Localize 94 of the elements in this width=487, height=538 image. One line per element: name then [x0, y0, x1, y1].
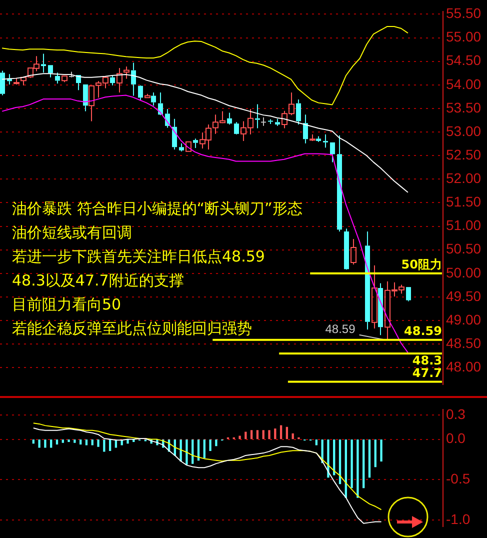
bar [44, 439, 46, 448]
candlestick [316, 136, 321, 142]
bar [327, 439, 330, 478]
bar [85, 439, 88, 446]
y-tick-label: 55.50 [446, 5, 482, 22]
candlestick [131, 62, 136, 96]
bar [250, 430, 253, 440]
y-tick-label: -1.0 [446, 510, 470, 527]
annotation: 48.3以及47.7附近的支撑 [12, 271, 184, 290]
bar [50, 439, 52, 448]
y-tick-label: 49.50 [446, 288, 482, 304]
y-tick-label: 54.50 [446, 52, 482, 68]
bar [91, 439, 94, 446]
y-tick-label: -0.5 [446, 470, 470, 487]
candlestick [255, 104, 260, 129]
bar [56, 439, 58, 444]
candlestick [41, 53, 46, 74]
bar [315, 439, 318, 446]
annotation: 油价暴跌 符合昨日小编提的“断头铡刀”形态 [12, 199, 302, 218]
y-tick-label: 51.00 [446, 217, 482, 234]
candlestick [83, 84, 88, 112]
bar [380, 439, 382, 462]
bar [368, 439, 371, 478]
candlestick [193, 138, 198, 149]
candlestick [372, 264, 378, 330]
bar [38, 439, 40, 448]
ref-line-label: 48.3 [412, 354, 442, 368]
candlestick [365, 230, 370, 330]
bar [209, 439, 212, 451]
annotation: 若能企稳反弹至此点位则能回归强势 [12, 319, 252, 338]
y-tick-label: 52.00 [446, 170, 482, 186]
bar [186, 439, 188, 465]
annotation: 目前阻力看向50 [12, 295, 122, 314]
candlestick [323, 134, 328, 148]
y-tick-label: 54.00 [446, 76, 482, 92]
bar [80, 439, 82, 444]
candlestick [234, 122, 239, 134]
bar [62, 439, 64, 443]
candlestick [151, 92, 156, 106]
y-tick-label: 50.00 [446, 264, 482, 280]
candlestick [227, 112, 232, 125]
bar [286, 426, 288, 440]
bar [350, 439, 353, 488]
bar [356, 439, 359, 498]
bar [74, 439, 76, 443]
bar [203, 439, 206, 458]
annotation: 油价短线或有回调 [12, 223, 132, 242]
y-tick-label: 0.3 [446, 406, 466, 422]
candlestick [275, 118, 280, 126]
candlestick [296, 99, 301, 125]
bar [374, 439, 376, 468]
bar [68, 439, 70, 442]
candlestick [268, 118, 273, 125]
candlestick [337, 134, 342, 232]
bar [256, 430, 259, 440]
ref-line-label: 48.59 [404, 324, 442, 338]
bar [362, 439, 365, 488]
bar [108, 439, 112, 451]
y-tick-label: 0.0 [446, 430, 466, 446]
candlestick [378, 282, 383, 336]
bar [338, 439, 342, 484]
bar [215, 439, 218, 446]
candlestick [303, 114, 308, 144]
y-tick-label: 48.50 [446, 334, 482, 351]
candlestick [116, 67, 122, 93]
y-tick-label: 51.50 [446, 194, 482, 210]
bar [280, 425, 282, 440]
annotation: 48.59 [325, 322, 356, 336]
bar [274, 428, 276, 440]
candlestick [179, 142, 184, 152]
candlestick [110, 75, 115, 86]
candlestick [0, 70, 5, 96]
y-tick-label: 50.50 [446, 240, 482, 257]
bar [268, 430, 270, 440]
candlestick [344, 228, 349, 270]
candlestick [124, 66, 130, 80]
bar [180, 439, 182, 462]
candlestick [350, 238, 356, 265]
bar [244, 432, 247, 440]
ref-line-label: 50阻力 [401, 258, 442, 272]
candlestick [172, 118, 177, 150]
y-tick-label: 49.00 [446, 311, 482, 328]
annotation: 若进一步下跌首先关注昨日低点48.59 [12, 247, 265, 266]
ref-line-label: 47.7 [412, 366, 442, 380]
y-tick-label: 52.50 [446, 146, 482, 162]
y-tick-label: 53.50 [446, 99, 482, 116]
y-tick-label: 48.00 [446, 358, 482, 374]
candlestick [138, 86, 143, 100]
bar [103, 439, 106, 452]
y-tick-label: 55.00 [446, 28, 482, 45]
bar [238, 436, 241, 440]
bar [97, 439, 100, 447]
y-tick-label: 53.00 [446, 122, 482, 139]
bar [262, 430, 264, 440]
